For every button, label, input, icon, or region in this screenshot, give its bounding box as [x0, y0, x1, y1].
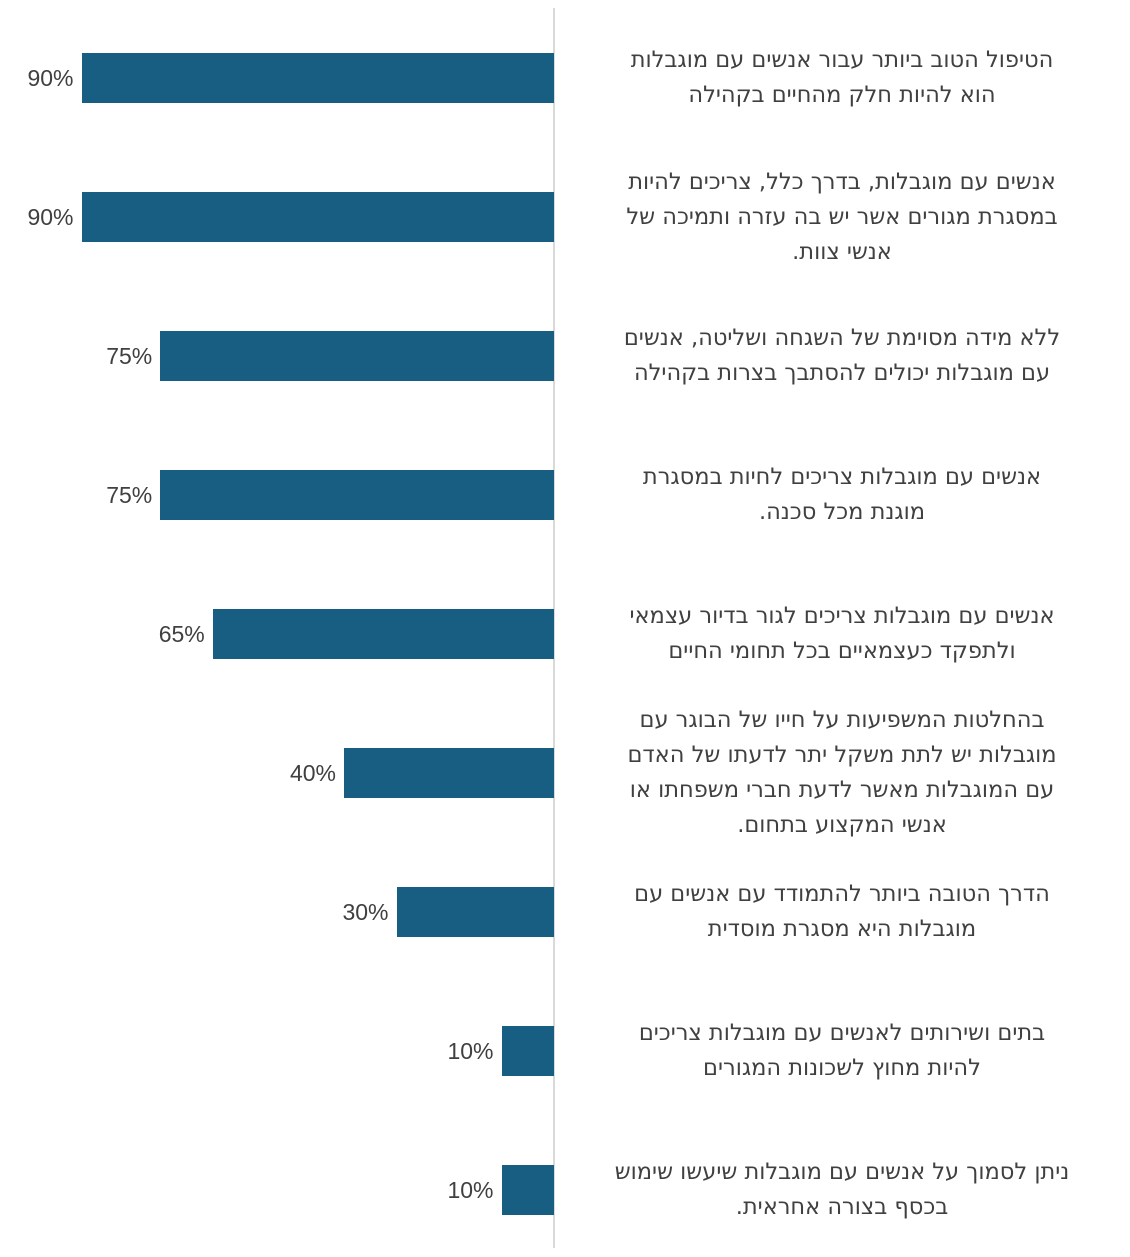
category-label-line: עם המוגבלות מאשר לדעת חברי משפחתו או [629, 777, 1055, 803]
category-label: ללא מידה מסוימת של השגחה ושליטה, אנשים עם… [572, 321, 1112, 391]
category-label-line: ללא מידה מסוימת של השגחה ושליטה, אנשים [623, 325, 1061, 351]
category-label: ניתן לסמוך על אנשים עם מוגבלות שיעשו שימ… [572, 1155, 1112, 1225]
category-label-line: ניתן לסמוך על אנשים עם מוגבלות שיעשו שימ… [614, 1159, 1070, 1185]
category-label-line: מוגבלות יש לתת משקל יתר לדעתו של האדם [627, 742, 1057, 768]
data-label: 40% [289, 760, 336, 786]
bar [81, 192, 554, 242]
category-label-line: בכסף בצורה אחראית. [735, 1194, 949, 1220]
category-label: אנשים עם מוגבלות צריכים לגור בדיור עצמאי… [572, 599, 1112, 669]
category-label-line: ולתפקד כעצמאיים בכל תחומי החיים [668, 638, 1016, 664]
category-label-line: במסגרת מגורים אשר יש בה עזרה ותמיכה של [626, 203, 1058, 230]
data-label: 65% [158, 621, 205, 647]
bar [160, 331, 554, 381]
category-label: הדרך הטובה ביותר להתמודד עם אנשים עם מוגב… [572, 877, 1112, 947]
data-label: 10% [447, 1038, 494, 1064]
bar [501, 1165, 554, 1215]
data-label: 75% [106, 343, 153, 369]
category-label-line: הוא להיות חלק מהחיים בקהילה [688, 82, 996, 108]
bar [212, 609, 554, 659]
category-label-line: אנשים עם מוגבלות, בדרך כלל, צריכים להיות [628, 168, 1056, 195]
bar [81, 53, 554, 103]
bar [396, 887, 554, 937]
category-label-line: להיות מחוץ לשכונות המגורים [703, 1055, 981, 1081]
data-label: 75% [106, 482, 153, 508]
category-label-line: הטיפול הטוב ביותר עבור אנשים עם מוגבלות [630, 47, 1054, 73]
category-label-line: אנשים עם מוגבלות צריכים לגור בדיור עצמאי [629, 603, 1055, 629]
category-label: הטיפול הטוב ביותר עבור אנשים עם מוגבלות ה… [572, 43, 1112, 113]
category-label-line: בהחלטות המשפיעות על חייו של הבוגר עם [639, 707, 1045, 733]
category-label-line: אנשי המקצוע בתחום. [737, 812, 947, 838]
category-label-line: עם מוגבלות יכולים להסתבך בצרות בקהילה [633, 360, 1051, 386]
category-label-line: אנשים עם מוגבלות צריכים לחיות במסגרת [642, 464, 1042, 490]
bar [344, 748, 554, 798]
category-label: אנשים עם מוגבלות צריכים לחיות במסגרת מוגנ… [572, 460, 1112, 530]
bar [501, 1026, 554, 1076]
category-label-line: מוגנת מכל סכנה. [758, 499, 926, 525]
bar [160, 470, 554, 520]
data-label: 30% [342, 899, 389, 925]
category-axis-line [553, 8, 555, 1248]
data-label: 90% [27, 65, 74, 91]
category-label: בתים ושירותים לאנשים עם מוגבלות צריכים לה… [572, 1016, 1112, 1086]
category-label-line: הדרך הטובה ביותר להתמודד עם אנשים עם [634, 881, 1050, 907]
category-label-line: מוגבלות היא מסגרת מוסדית [707, 916, 977, 942]
category-label-line: בתים ושירותים לאנשים עם מוגבלות צריכים [638, 1020, 1046, 1046]
category-label-line: אנשי צוות. [792, 238, 892, 265]
data-label: 90% [27, 204, 74, 230]
category-label: בהחלטות המשפיעות על חייו של הבוגר עם מוגב… [572, 703, 1112, 843]
data-label: 10% [447, 1177, 494, 1203]
category-label: אנשים עם מוגבלות, בדרך כלל, צריכים להיות… [572, 165, 1112, 270]
